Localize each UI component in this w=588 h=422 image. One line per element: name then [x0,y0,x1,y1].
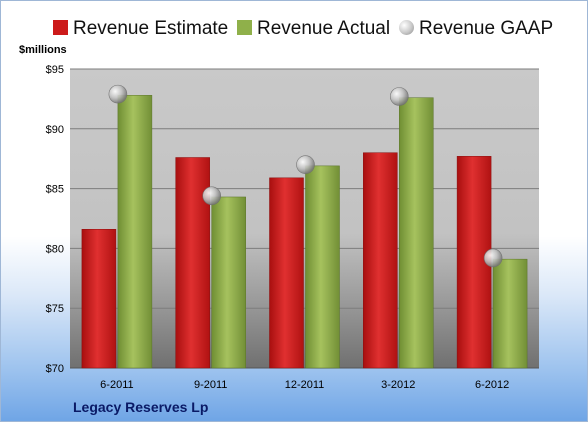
x-tick-label: 6-2011 [100,379,133,391]
marker-revenue-gaap [389,87,409,106]
legend-item-estimate: Revenue Estimate [53,15,228,43]
y-axis-unit-label: $millions [19,44,67,56]
y-tick-label: $90 [46,124,64,136]
legend-item-actual: Revenue Actual [237,15,390,43]
bar-revenue-actual [305,165,340,369]
x-tick-label: 3-2012 [381,379,415,391]
legend: Revenue Estimate Revenue Actual Revenue … [1,15,587,45]
legend-item-gaap: Revenue GAAP [399,15,553,43]
marker-revenue-gaap [202,186,221,206]
y-tick-label: $95 [46,64,64,76]
bar-revenue-actual [117,95,153,369]
marker-revenue-gaap [483,248,503,268]
legend-swatch-gaap [399,20,414,35]
marker-revenue-gaap [108,84,128,104]
bar-revenue-estimate [175,157,210,369]
bar-revenue-actual [211,196,246,369]
legend-swatch-estimate [53,20,68,35]
x-tick-label: 9-2011 [194,379,227,391]
x-tick-labels: 6-2011 9-2011 12-2011 3-2012 6-2012 [100,379,509,391]
bar-revenue-actual [492,258,528,369]
legend-label-estimate: Revenue Estimate [73,18,229,39]
bar-revenue-actual [399,97,434,369]
y-tick-label: $70 [46,363,64,375]
y-tick-labels: $70 $75 $80 $85 $90 $95 [46,64,64,375]
company-name: Legacy Reserves Lp [73,399,209,415]
x-tick-label: 12-2011 [285,379,325,391]
y-tick-label: $85 [46,184,64,196]
y-tick-label: $75 [46,303,64,315]
bar-revenue-estimate [363,152,398,369]
legend-label-gaap: Revenue GAAP [419,18,554,39]
bar-revenue-estimate [81,229,117,369]
bars [81,95,528,369]
y-tick-label: $80 [46,243,64,255]
legend-label-actual: Revenue Actual [257,18,391,39]
marker-revenue-gaap [296,155,315,174]
legend-swatch-actual [237,20,252,35]
gaap-markers [108,84,503,268]
x-tick-label: 6-2012 [475,379,509,391]
bar-revenue-estimate [269,177,304,369]
